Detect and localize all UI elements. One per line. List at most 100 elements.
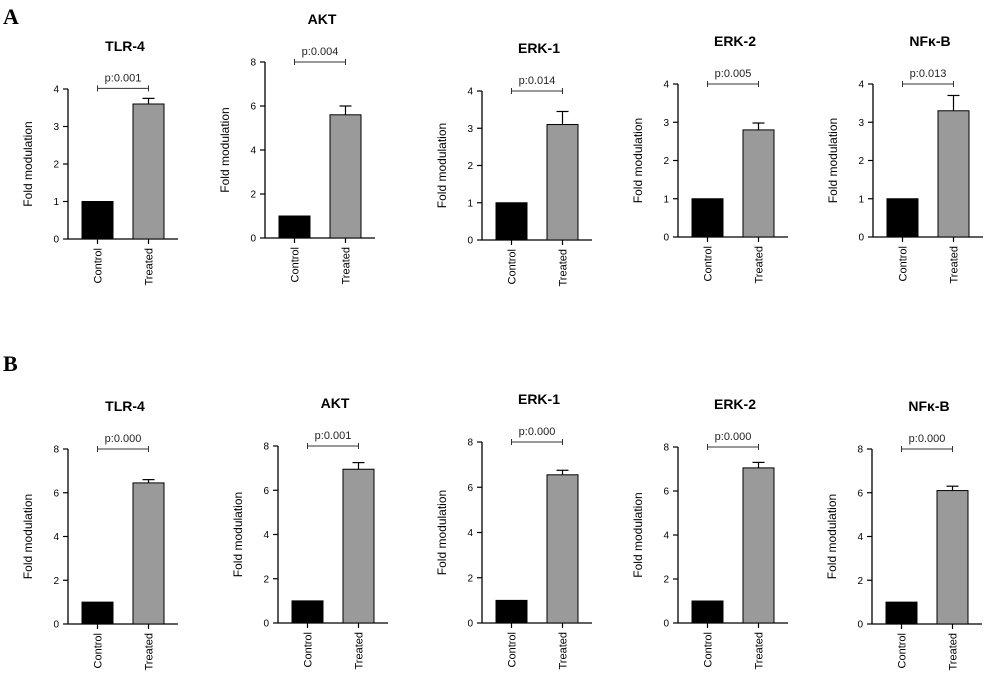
panel-letter-b: B	[3, 351, 18, 376]
charts-grid: TLR-4 Fold modulation 0 1 2 3 4 Control Treated p…	[21, 11, 983, 671]
chart-b-2: AKT Fold modulation 0 2 4 6 8 Control Treated p:0…	[231, 395, 388, 670]
y-axis-label: Fold modulation	[21, 494, 35, 579]
y-tick-label: 8	[263, 442, 269, 453]
p-value-label: p:0.001	[315, 430, 352, 442]
category-label-treated: Treated	[558, 632, 570, 670]
y-tick-label: 8	[857, 445, 863, 456]
y-axis-label: Fold modulation	[631, 492, 645, 577]
p-value-label: p:0.014	[519, 75, 556, 87]
y-tick-label: 4	[858, 80, 864, 91]
y-tick-label: 4	[263, 530, 269, 541]
bar-control	[885, 601, 918, 625]
y-tick-label: 8	[53, 445, 59, 456]
y-axis-label: Fold modulation	[435, 490, 449, 575]
chart-a-5: NFκ-B Fold modulation 0 1 2 3 4 Control Treated p…	[826, 33, 983, 284]
y-axis-label: Fold modulation	[21, 121, 35, 206]
chart-a-4: ERK-2 Fold modulation 0 1 2 3 4 Control Treated p…	[631, 33, 788, 284]
y-tick-label: 4	[467, 528, 473, 539]
y-tick-label: 4	[663, 531, 669, 542]
category-label-control: Control	[93, 633, 105, 668]
p-value-label: p:0.001	[105, 72, 142, 84]
panel-letter-a: A	[3, 4, 19, 29]
y-tick-label: 4	[467, 87, 473, 98]
y-tick-label: 6	[467, 483, 473, 494]
p-value-label: p:0.004	[302, 46, 339, 58]
y-tick-label: 6	[857, 488, 863, 499]
category-label-control: Control	[93, 248, 105, 283]
bar-treated	[132, 103, 165, 240]
category-label-treated: Treated	[754, 246, 766, 284]
bar-control	[691, 198, 724, 238]
bar-control	[495, 202, 528, 241]
chart-b-1: TLR-4 Fold modulation 0 2 4 6 8 Control Treated p…	[21, 398, 178, 671]
bar-treated	[329, 114, 362, 239]
y-tick-label: 2	[663, 156, 669, 167]
y-tick-label: 2	[857, 576, 863, 587]
chart-b-5: NFκ-B Fold modulation 0 2 4 6 8 Control Treated p…	[825, 398, 982, 671]
y-tick-label: 1	[663, 194, 669, 205]
chart-title: ERK-1	[518, 391, 560, 407]
bar-treated	[132, 482, 165, 625]
y-tick-label: 2	[53, 160, 59, 171]
chart-a-2: AKT Fold modulation 0 2 4 6 8 Control Treated p:0…	[218, 11, 375, 285]
chart-a-3: ERK-1 Fold modulation 0 1 2 3 4 Control Treated p…	[435, 40, 592, 287]
y-tick-label: 0	[663, 619, 669, 630]
p-value-label: p:0.000	[105, 433, 142, 445]
y-axis-label: Fold modulation	[231, 492, 245, 577]
category-label-treated: Treated	[754, 632, 766, 670]
y-tick-label: 8	[250, 58, 256, 69]
y-tick-label: 0	[858, 233, 864, 244]
category-label-control: Control	[507, 249, 519, 284]
chart-title: ERK-1	[518, 40, 560, 56]
chart-title: TLR-4	[105, 38, 145, 54]
bar-treated	[546, 124, 579, 241]
y-tick-label: 3	[53, 122, 59, 133]
p-value-label: p:0.005	[715, 68, 752, 80]
y-tick-label: 0	[467, 236, 473, 247]
chart-a-1: TLR-4 Fold modulation 0 1 2 3 4 Control Treated p…	[21, 38, 178, 286]
category-label-control: Control	[703, 246, 715, 281]
p-value-label: p:0.000	[519, 426, 556, 438]
y-tick-label: 0	[857, 620, 863, 631]
y-tick-label: 6	[263, 486, 269, 497]
bar-treated	[937, 110, 970, 238]
category-label-treated: Treated	[354, 632, 366, 670]
chart-title: AKT	[321, 395, 350, 411]
y-axis-label: Fold modulation	[825, 494, 839, 579]
y-tick-label: 0	[263, 619, 269, 630]
category-label-control: Control	[703, 632, 715, 667]
category-label-control: Control	[290, 247, 302, 282]
category-label-control: Control	[303, 632, 315, 667]
y-tick-label: 4	[53, 532, 59, 543]
y-tick-label: 0	[53, 235, 59, 246]
chart-title: NFκ-B	[908, 398, 949, 414]
y-tick-label: 2	[250, 190, 256, 201]
category-label-treated: Treated	[144, 633, 156, 671]
chart-title: ERK-2	[714, 33, 756, 49]
p-value-label: p:0.013	[910, 68, 947, 80]
chart-title: TLR-4	[105, 398, 145, 414]
bar-control	[691, 600, 724, 624]
bar-control	[495, 599, 528, 624]
y-axis-label: Fold modulation	[631, 118, 645, 203]
y-tick-label: 3	[467, 124, 473, 135]
y-tick-label: 2	[663, 575, 669, 586]
category-label-control: Control	[507, 632, 519, 667]
y-axis-label: Fold modulation	[435, 123, 449, 208]
y-tick-label: 3	[858, 118, 864, 129]
y-tick-label: 4	[250, 146, 256, 157]
y-tick-label: 8	[467, 438, 473, 449]
bar-control	[81, 601, 114, 625]
y-tick-label: 2	[467, 161, 473, 172]
y-tick-label: 6	[53, 488, 59, 499]
category-label-treated: Treated	[558, 249, 570, 287]
y-tick-label: 1	[858, 194, 864, 205]
chart-title: NFκ-B	[909, 33, 950, 49]
bar-treated	[546, 474, 579, 624]
bar-treated	[342, 468, 375, 624]
y-tick-label: 0	[467, 619, 473, 630]
y-axis-label: Fold modulation	[826, 118, 840, 203]
category-label-control: Control	[898, 246, 910, 281]
y-axis-label: Fold modulation	[218, 107, 232, 192]
